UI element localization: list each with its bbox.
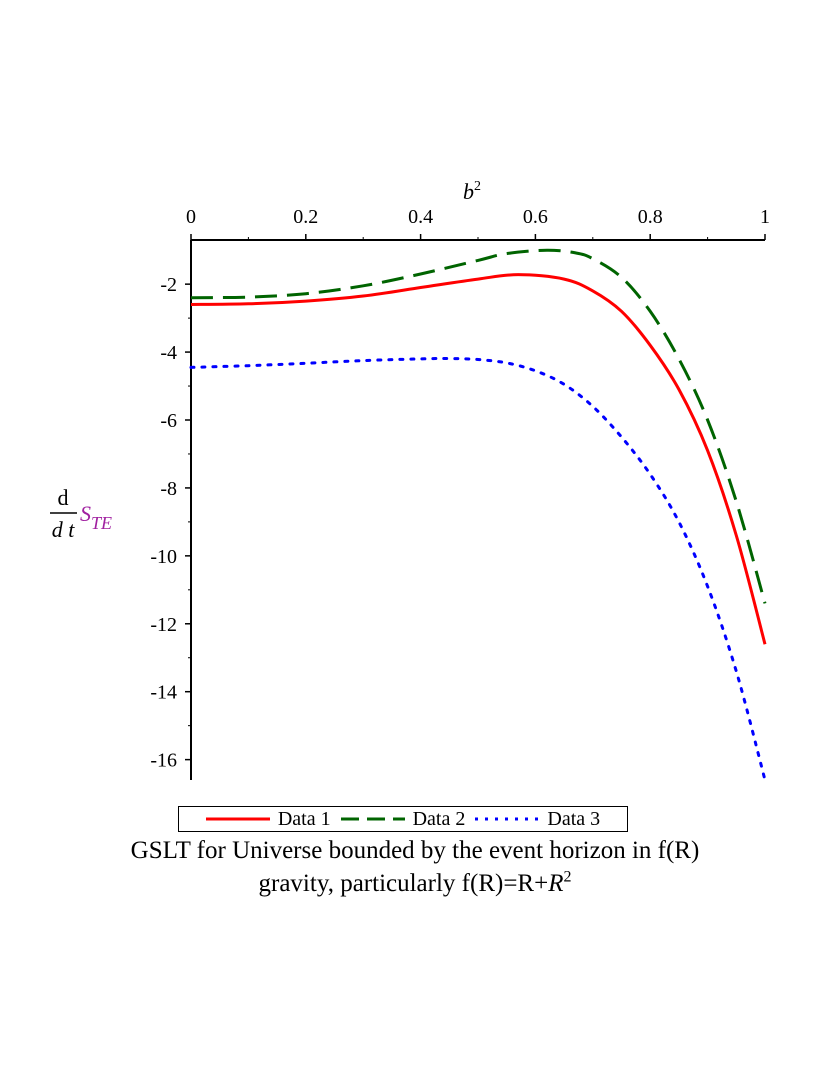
legend-label-data-2: Data 2 (412, 807, 466, 830)
series-line-data-2 (190, 248, 767, 604)
y-tick-label: -6 (160, 410, 177, 432)
x-tick-label: 0.2 (293, 206, 318, 228)
x-tick-label: 0.6 (523, 206, 548, 228)
legend-label-data-1: Data 1 (277, 807, 331, 830)
series-lines (189, 248, 767, 782)
y-axis-title-s: S (80, 501, 91, 526)
y-tick-label: -12 (150, 614, 177, 636)
legend-item-data-2: Data 2 (340, 807, 466, 831)
chart-canvas: 0 0.2 0.4 0.6 0.8 1 -2 -4 -6 -8 -10 -12 -14 -16 b2 d… (50, 179, 770, 782)
caption-line-2-text: gravity, particularly f(R)=R+ (258, 870, 549, 897)
legend-swatch-data-1 (205, 817, 270, 821)
series-line-data-3 (189, 356, 767, 782)
y-tick-label: -10 (150, 546, 177, 568)
x-tick-label: 0.4 (408, 206, 433, 228)
y-axis-title-d-top: d (58, 485, 69, 510)
y-tick-label: -4 (160, 342, 177, 364)
legend-label-data-3: Data 3 (547, 807, 601, 830)
y-axis-ticks: -2 -4 -6 -8 -10 -12 -14 -16 (150, 274, 191, 772)
y-axis-title-symbol: STE (80, 501, 112, 533)
caption-line-1: GSLT for Universe bounded by the event h… (130, 837, 700, 864)
legend-item-data-3: Data 3 (475, 808, 600, 831)
x-tick-label: 1 (760, 206, 770, 228)
y-axis-title: d d t STE (50, 485, 112, 542)
x-axis-title: b2 (463, 179, 481, 204)
caption-line-2-sup: 2 (563, 868, 572, 886)
x-tick-label: 0 (186, 206, 196, 228)
x-axis-title-sup: 2 (474, 179, 481, 194)
x-axis-title-base: b (463, 179, 474, 204)
x-tick-label: 0.8 (638, 206, 663, 228)
y-axis-title-subscript: TE (91, 513, 112, 533)
legend-swatch-data-2 (340, 817, 405, 821)
caption-line-2-var: R (548, 870, 564, 897)
legend: Data 1 Data 2 Data 3 (178, 806, 628, 832)
figure-caption: GSLT for Universe bounded by the event h… (0, 834, 830, 900)
series-line-data-1 (190, 273, 767, 645)
y-axis-title-d-bottom: d t (52, 517, 76, 542)
y-tick-label: -8 (160, 478, 177, 500)
y-tick-label: -14 (150, 682, 177, 704)
y-tick-label: -2 (160, 274, 177, 296)
legend-item-data-1: Data 1 (205, 807, 331, 831)
x-axis-ticks: 0 0.2 0.4 0.6 0.8 1 (186, 206, 770, 240)
y-tick-label: -16 (150, 750, 177, 772)
caption-line-2: gravity, particularly f(R)=R+R2 (0, 867, 830, 900)
legend-swatch-data-3 (475, 817, 540, 821)
